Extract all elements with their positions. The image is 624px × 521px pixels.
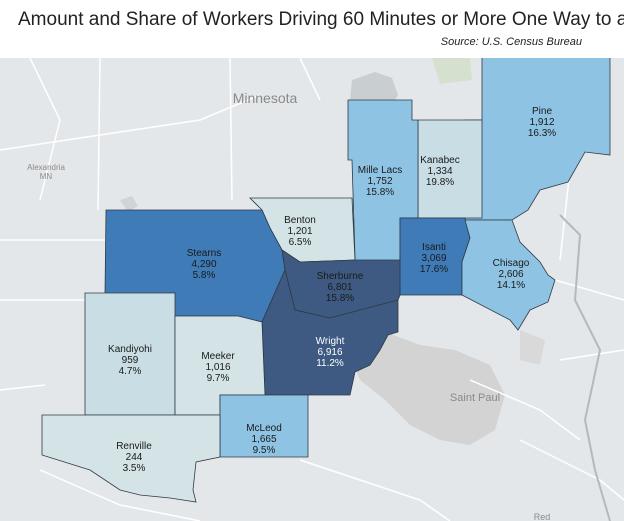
county-share: 6.5% [289, 237, 312, 248]
county-share: 5.8% [193, 270, 216, 281]
county-workers: 3,069 [421, 253, 446, 264]
county-share: 9.7% [207, 373, 230, 384]
park-green [432, 58, 472, 84]
county-name: McLeod [246, 423, 282, 434]
source-note: Source: U.S. Census Bureau [440, 36, 582, 48]
county-name: Chisago [493, 258, 530, 269]
county-workers: 1,752 [367, 176, 392, 187]
place-label-saint-paul: Saint Paul [450, 392, 500, 404]
county-name: Wright [316, 336, 345, 347]
county-label-renville: Renville 244 3.5% [116, 441, 152, 474]
county-share: 15.8% [366, 187, 394, 198]
lake-west [120, 196, 138, 212]
county-layer [41, 58, 611, 503]
state-border [559, 214, 611, 521]
county-workers: 1,665 [251, 434, 276, 445]
urban-area-metro [340, 330, 505, 445]
county-workers: 959 [122, 355, 139, 366]
county-workers: 4,290 [191, 259, 216, 270]
county-label-chisago: Chisago 2,606 14.1% [493, 258, 530, 291]
county-share: 9.5% [253, 445, 276, 456]
county-wright [261, 268, 399, 396]
county-label-wright: Wright 6,916 11.2% [316, 336, 345, 369]
county-share: 17.6% [420, 264, 448, 275]
county-name: Mille Lacs [358, 165, 402, 176]
county-workers: 244 [126, 452, 143, 463]
county-name: Benton [284, 215, 316, 226]
county-share: 3.5% [123, 463, 146, 474]
county-name: Sherburne [317, 271, 364, 282]
county-workers: 1,912 [529, 117, 554, 128]
county-workers: 1,016 [205, 362, 230, 373]
county-name: Renville [116, 441, 152, 452]
county-share: 11.2% [316, 358, 344, 369]
county-share: 19.8% [426, 177, 454, 188]
county-renville [41, 414, 221, 503]
county-workers: 1,201 [287, 226, 312, 237]
county-label-isanti: Isanti 3,069 17.6% [420, 242, 448, 275]
road-network [0, 58, 624, 521]
place-label-red: Red [534, 512, 551, 521]
county-workers: 6,801 [327, 282, 352, 293]
county-share: 14.1% [497, 280, 525, 291]
county-chisago [461, 219, 556, 331]
county-label-stearns: Stearns 4,290 5.8% [187, 248, 221, 281]
county-label-benton: Benton 1,201 6.5% [284, 215, 316, 248]
county-share: 16.3% [528, 128, 556, 139]
county-name: Isanti [422, 242, 446, 253]
page-title: Amount and Share of Workers Driving 60 M… [18, 9, 624, 30]
county-name: Kandiyohi [108, 344, 152, 355]
county-name: Kanabec [420, 155, 459, 166]
county-name: Stearns [187, 248, 221, 259]
county-share: 4.7% [119, 366, 142, 377]
county-label-kandiyohi: Kandiyohi 959 4.7% [108, 344, 152, 377]
place-label-alexandria-state: MN [40, 172, 53, 181]
county-label-meeker: Meeker 1,016 9.7% [201, 351, 235, 384]
county-name: Pine [532, 106, 552, 117]
title-bar: Amount and Share of Workers Driving 60 M… [0, 0, 624, 59]
county-label-pine: Pine 1,912 16.3% [528, 106, 556, 139]
place-label-minnesota: Minnesota [233, 90, 298, 106]
county-label-kanabec: Kanabec 1,334 19.8% [420, 155, 459, 188]
county-label-mille-lacs: Mille Lacs 1,752 15.8% [358, 165, 402, 198]
urban-area-north [520, 330, 545, 365]
place-label-alexandria: Alexandria [27, 163, 65, 172]
county-share: 15.8% [326, 293, 354, 304]
map-canvas: Minnesota Alexandria MN Saint Paul Red P… [0, 58, 624, 521]
county-name: Meeker [201, 351, 235, 362]
county-workers: 1,334 [427, 166, 452, 177]
county-workers: 6,916 [317, 347, 342, 358]
county-label-sherburne: Sherburne 6,801 15.8% [317, 271, 364, 304]
county-workers: 2,606 [498, 269, 523, 280]
county-label-mcleod: McLeod 1,665 9.5% [246, 423, 282, 456]
